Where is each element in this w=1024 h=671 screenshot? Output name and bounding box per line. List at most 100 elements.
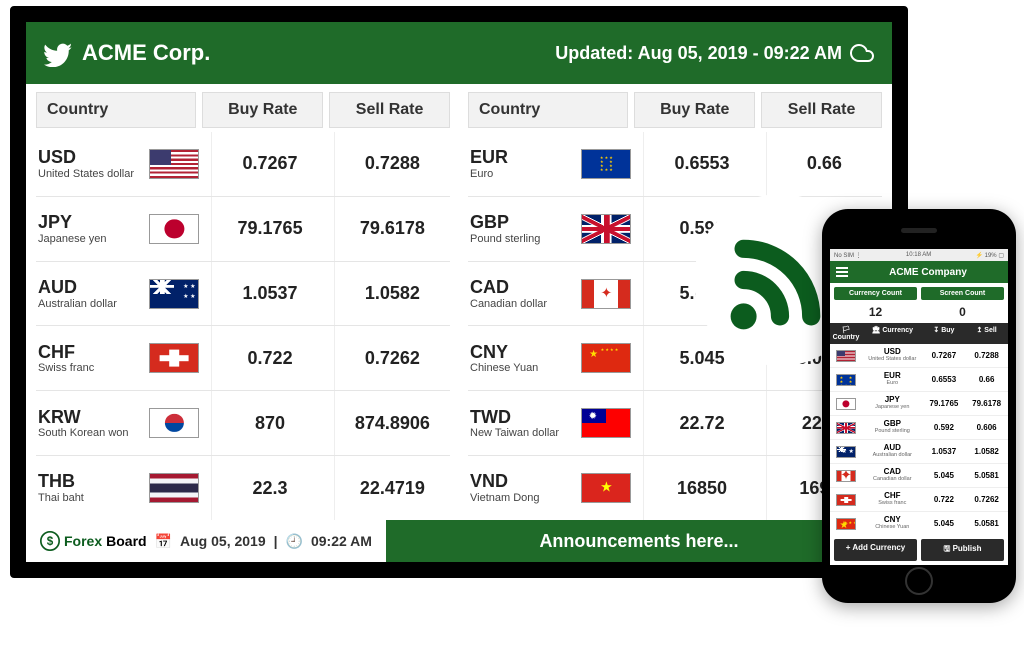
- phone-row[interactable]: CHFSwiss franc0.7220.7262: [830, 488, 1008, 512]
- buy-rate: 0.6553: [643, 132, 759, 196]
- flag-icon: [830, 398, 862, 410]
- clock-icon: 🕘: [286, 533, 303, 550]
- phone-buy: 79.1765: [923, 399, 966, 408]
- flag-icon: [149, 473, 199, 503]
- announcement-bar: Announcements here...: [386, 520, 892, 562]
- flag-icon: [830, 494, 862, 506]
- phone-buy: 5.045: [923, 519, 966, 528]
- rate-country-cell: JPYJapanese yen: [36, 197, 205, 261]
- rate-country-cell: KRWSouth Korean won: [36, 391, 205, 455]
- header-sell: Sell Rate: [761, 92, 882, 128]
- rate-country-cell: VNDVietnam Dong: [468, 456, 637, 520]
- sell-rate: 874.8906: [334, 391, 450, 455]
- phone-sell: 0.66: [965, 375, 1008, 384]
- currency-name: Pound sterling: [470, 233, 540, 246]
- currency-code: VND: [470, 471, 540, 492]
- rate-header: Country Buy Rate Sell Rate: [36, 92, 450, 128]
- add-currency-button[interactable]: + Add Currency: [834, 539, 917, 561]
- phone-row[interactable]: CNYChinese Yuan5.0455.0581: [830, 512, 1008, 535]
- phone-sell: 0.606: [965, 423, 1008, 432]
- sell-rate: 1.0582: [334, 262, 450, 326]
- currency-count-label: Currency Count: [834, 287, 917, 300]
- phone-row[interactable]: CADCanadian dollar5.0455.0581: [830, 464, 1008, 488]
- tv-footer-left: $ ForexBoard 📅 Aug 05, 2019 | 🕘 09:22 AM: [26, 520, 386, 562]
- flag-icon: [149, 149, 199, 179]
- phone-buy: 0.7267: [923, 351, 966, 360]
- rate-column-left: Country Buy Rate Sell Rate USDUnited Sta…: [36, 92, 450, 520]
- phone-sell: 5.0581: [965, 519, 1008, 528]
- flag-icon: [149, 343, 199, 373]
- sell-rate: 0.7262: [334, 326, 450, 390]
- flag-icon: [581, 343, 631, 373]
- flag-icon: [581, 473, 631, 503]
- phone-sell: 5.0581: [965, 471, 1008, 480]
- phone-rows[interactable]: USDUnited States dollar0.72670.7288EUREu…: [830, 344, 1008, 535]
- buy-rate: 0.722: [211, 326, 327, 390]
- rate-country-cell: GBPPound sterling: [468, 197, 637, 261]
- phone-currency-cell: AUDAustralian dollar: [862, 444, 923, 458]
- flag-icon: [149, 408, 199, 438]
- footer-time: 09:22 AM: [311, 533, 372, 549]
- currency-name: Canadian dollar: [470, 298, 547, 311]
- ph-header-currency: 🏛 Currency: [862, 323, 923, 344]
- ph-header-country: 🏳 Country: [830, 323, 862, 344]
- currency-code: JPY: [38, 212, 107, 233]
- currency-code: CNY: [470, 342, 538, 363]
- buy-rate: 22.72: [643, 391, 759, 455]
- rate-country-cell: AUDAustralian dollar: [36, 262, 205, 326]
- sell-rate: 0.7288: [334, 132, 450, 196]
- rate-row: USDUnited States dollar0.72670.7288: [36, 132, 450, 197]
- phone-status-bar: No SIM ⋮ 10:18 AM ⚡ 19% ▢: [830, 249, 1008, 261]
- phone-row[interactable]: GBPPound sterling0.5920.606: [830, 416, 1008, 440]
- phone-header: ACME Company: [830, 261, 1008, 283]
- phone-currency-cell: CHFSwiss franc: [862, 492, 923, 506]
- forexboard-logo: $ ForexBoard: [40, 531, 147, 551]
- header-buy: Buy Rate: [202, 92, 323, 128]
- currency-name: Australian dollar: [38, 298, 117, 311]
- dollar-icon: $: [40, 531, 60, 551]
- rate-country-cell: TWDNew Taiwan dollar: [468, 391, 637, 455]
- flag-icon: [830, 422, 862, 434]
- rate-country-cell: CHFSwiss franc: [36, 326, 205, 390]
- phone-screen: No SIM ⋮ 10:18 AM ⚡ 19% ▢ ACME Company C…: [830, 249, 1008, 565]
- tv-footer: $ ForexBoard 📅 Aug 05, 2019 | 🕘 09:22 AM…: [26, 520, 892, 562]
- hamburger-icon[interactable]: [836, 267, 848, 277]
- phone-currency-cell: GBPPound sterling: [862, 420, 923, 434]
- phone-counts: Currency Count 12 Screen Count 0: [830, 283, 1008, 323]
- phone-row[interactable]: JPYJapanese yen79.176579.6178: [830, 392, 1008, 416]
- tv-brand-name: ACME Corp.: [82, 40, 210, 66]
- publish-button[interactable]: 🖫 Publish: [921, 539, 1004, 561]
- tv-header: ACME Corp. Updated: Aug 05, 2019 - 09:22…: [26, 22, 892, 84]
- rate-country-cell: CADCanadian dollar: [468, 262, 637, 326]
- currency-code: USD: [38, 147, 134, 168]
- phone-row[interactable]: AUDAustralian dollar1.05371.0582: [830, 440, 1008, 464]
- rate-row: THBThai baht22.322.4719: [36, 456, 450, 520]
- footer-date: Aug 05, 2019: [180, 533, 266, 549]
- buy-rate: 870: [211, 391, 327, 455]
- header-country: Country: [468, 92, 628, 128]
- currency-count-card[interactable]: Currency Count 12: [834, 287, 917, 323]
- phone-actions: + Add Currency 🖫 Publish: [830, 535, 1008, 565]
- status-battery: ⚡ 19% ▢: [976, 252, 1004, 259]
- flag-icon: [581, 279, 631, 309]
- currency-code: KRW: [38, 407, 129, 428]
- currency-name: Euro: [470, 168, 508, 181]
- currency-name: Vietnam Dong: [470, 492, 540, 505]
- phone-currency-cell: CNYChinese Yuan: [862, 516, 923, 530]
- sell-rate: 0.66: [766, 132, 882, 196]
- phone-row[interactable]: EUREuro0.65530.66: [830, 368, 1008, 392]
- phone-row[interactable]: USDUnited States dollar0.72670.7288: [830, 344, 1008, 368]
- rate-row: JPYJapanese yen79.176579.6178: [36, 197, 450, 262]
- screen-count-card[interactable]: Screen Count 0: [921, 287, 1004, 323]
- currency-code: GBP: [470, 212, 540, 233]
- rate-row: KRWSouth Korean won870874.8906: [36, 391, 450, 456]
- phone-table-header: 🏳 Country 🏛 Currency ↧ Buy ↥ Sell: [830, 323, 1008, 344]
- phone-mockup: No SIM ⋮ 10:18 AM ⚡ 19% ▢ ACME Company C…: [822, 209, 1016, 603]
- rate-country-cell: CNYChinese Yuan: [468, 326, 637, 390]
- screen-count-label: Screen Count: [921, 287, 1004, 300]
- buy-rate: 16850: [643, 456, 759, 520]
- phone-currency-cell: JPYJapanese yen: [862, 396, 923, 410]
- currency-code: THB: [38, 471, 84, 492]
- flag-icon: [149, 214, 199, 244]
- rate-country-cell: EUREuro: [468, 132, 637, 196]
